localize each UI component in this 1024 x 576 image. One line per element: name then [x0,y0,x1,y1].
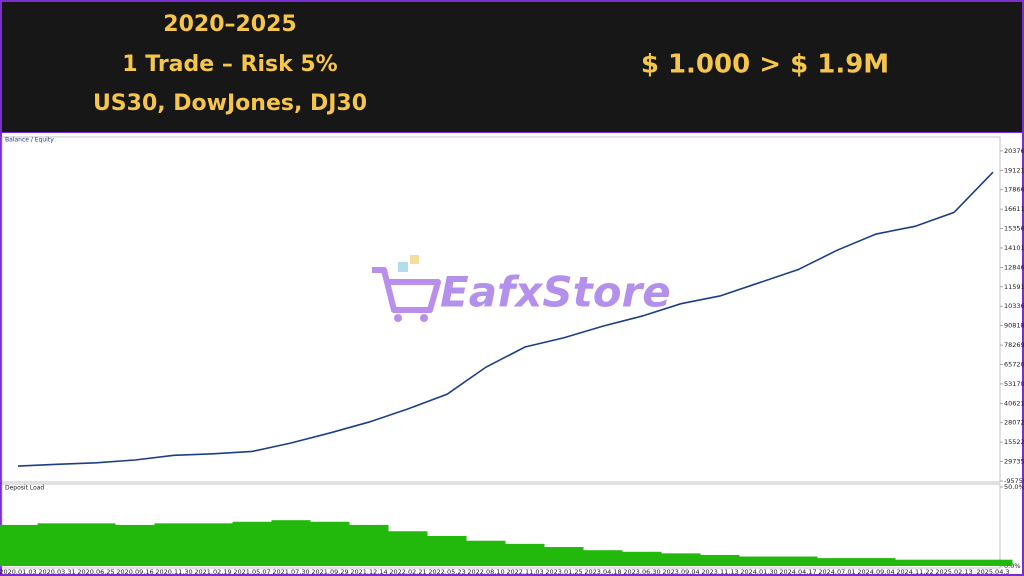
header-result: $ 1.000 > $ 1.9M [641,50,889,80]
x-tick-label: 2023.11.13 [701,568,738,576]
y-tick-label: 191213 [1004,166,1024,174]
y-tick-label: 141015 [1004,244,1024,252]
x-tick-label: 2024.07.01 [818,568,855,576]
load-bar [895,559,935,566]
load-bar [700,554,740,566]
box-icon [398,262,408,272]
x-tick-label: 2024.01.30 [740,568,777,576]
x-tick-label: 2020.03.31 [38,568,75,576]
load-bar [466,540,506,566]
load-bar [349,524,389,566]
header-line: 1 Trade – Risk 5% [122,52,337,77]
x-tick-label: 2020.06.25 [77,568,114,576]
y-tick-label: 406214 [1004,399,1024,407]
x-tick-label: 2022.02.21 [389,568,426,576]
panel-title: Deposit Load [5,485,44,492]
y-tick-label: 782694 [1004,341,1024,349]
header [2,2,1022,132]
x-tick-label: 2020.01.03 [0,568,37,576]
balance-line [17,171,994,467]
x-tick-label: 2021.07.30 [272,568,309,576]
x-tick-label: 2023.04.18 [584,568,621,576]
y-tick-label: 29735 [1004,458,1024,466]
load-bar [505,543,545,566]
cart-wheel [420,314,428,322]
x-tick-label: 2021.05.07 [233,568,270,576]
load-bar [427,535,467,566]
x-tick-label: 2024.09.04 [857,568,894,576]
load-bar [661,553,701,566]
load-bar [856,558,896,566]
load-bar [544,547,584,566]
y-tick-label: 166114 [1004,205,1024,213]
x-tick-label: 2021.12.14 [350,568,387,576]
y-tick-label: 203762 [1004,147,1024,155]
x-tick-label: 2020.11.30 [155,568,192,576]
x-tick-label: 2023.01.25 [545,568,582,576]
load-bar [115,524,155,566]
header-line: US30, DowJones, DJ30 [93,91,367,116]
plot-frame [1,136,1001,483]
load-bar [154,523,194,566]
watermark-text: EafxStore [440,268,671,317]
cart-icon [372,267,441,313]
x-tick-label: 2022.05.23 [428,568,465,576]
y-tick-label: 50.0% [1004,483,1024,491]
load-bar [37,523,77,566]
load-bar [973,559,1013,566]
load-bar [778,556,818,566]
y-tick-label: 103368 [1004,302,1024,310]
x-tick-label: 2022.08.10 [467,568,504,576]
load-bar [271,520,311,566]
x-tick-label: 2021.09.29 [311,568,348,576]
y-tick-label: -95758 [1004,477,1024,485]
legend: Balance / Equity [5,137,54,144]
y-tick-label: 657201 [1004,360,1024,368]
x-tick-label: 2025.04.3 [976,568,1009,576]
y-tick-label: 155228 [1004,438,1024,446]
x-tick-label: 2025.02.13 [935,568,972,576]
load-bar [310,521,350,566]
x-tick-label: 2024.11.22 [896,568,933,576]
load-bar [934,559,974,566]
x-tick-label: 2020.09.16 [116,568,153,576]
x-tick-label: 2021.02.19 [194,568,231,576]
load-bar [583,550,623,566]
cart-wheel [394,314,402,322]
y-tick-label: 115917 [1004,283,1024,291]
load-bar [76,523,116,566]
x-tick-label: 2023.06.30 [623,568,660,576]
header-line: 2020–2025 [163,12,296,37]
load-bar [817,558,857,566]
load-bar [739,556,779,566]
load-bar [0,524,38,566]
x-tick-label: 2023.09.04 [662,568,699,576]
y-tick-label: 178663 [1004,186,1024,194]
x-tick-label: 2022.11.03 [506,568,543,576]
y-tick-label: 153565 [1004,225,1024,233]
load-bar [622,551,662,566]
load-bar [232,521,272,566]
y-tick-label: 280721 [1004,419,1024,427]
load-bar [193,523,233,566]
watermark: EafxStore [372,255,671,322]
x-tick-label: 2024.04.17 [779,568,816,576]
box-icon [410,255,419,264]
load-bar [388,531,428,566]
y-tick-label: 531707 [1004,380,1024,388]
y-tick-label: 908187 [1004,322,1024,330]
y-tick-label: 128466 [1004,263,1024,271]
